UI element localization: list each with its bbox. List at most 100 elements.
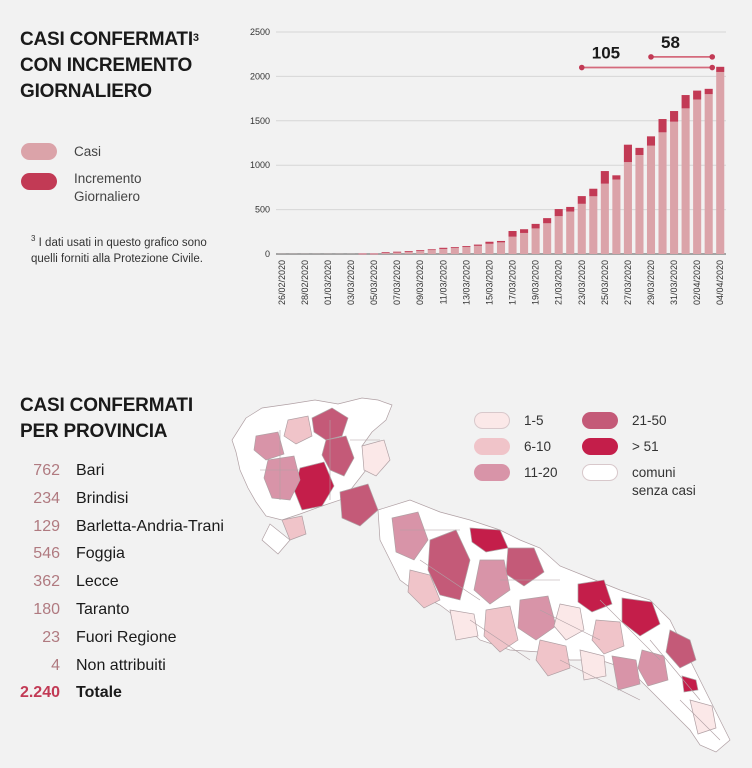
province-count: 180: [33, 601, 60, 618]
map-region: [637, 649, 669, 687]
bar-incremento: [473, 244, 482, 246]
province-name: Taranto: [76, 601, 130, 618]
map-region: [283, 415, 313, 445]
bar-casi: [473, 245, 482, 254]
map-region: [253, 431, 285, 461]
bar-casi: [404, 251, 413, 254]
map-region: [407, 569, 441, 609]
bar-casi: [566, 211, 575, 254]
footnote-text: I dati usati in questo grafico sono quel…: [31, 236, 207, 265]
map-legend-item: 11-20: [474, 464, 558, 482]
bar-incremento: [370, 253, 379, 255]
bar-incremento: [520, 229, 529, 233]
province-row: 546 Foggia: [0, 545, 300, 573]
bar-incremento: [496, 240, 506, 243]
map-region: [483, 605, 519, 653]
map-region: [689, 699, 717, 735]
map-legend-label: > 51: [632, 439, 659, 454]
y-tick-label: 0: [265, 249, 270, 259]
x-tick-label: 13/03/2020: [461, 260, 471, 305]
map-region: [321, 435, 355, 477]
footnote-marker: 3: [31, 234, 36, 243]
bar-incremento: [427, 249, 436, 251]
province-row: 762 Bari: [0, 462, 300, 490]
legend-item-casi: Casi: [21, 143, 194, 161]
bar-casi: [716, 71, 725, 255]
bar-incremento: [600, 171, 609, 184]
province-row: 129 Barletta-Andria-Trani: [0, 518, 300, 546]
bar-incremento: [531, 223, 540, 229]
province-name: Bari: [76, 462, 105, 479]
province-row: 180 Taranto: [0, 601, 300, 629]
bar-casi: [623, 162, 632, 254]
province-row: 362 Lecce: [0, 573, 300, 601]
x-tick-label: 02/04/2020: [692, 260, 702, 305]
bar-casi: [416, 250, 425, 254]
annotation-dot: [578, 64, 585, 71]
bar-incremento: [577, 196, 586, 204]
legend-label-incremento: Incremento Giornaliero: [74, 171, 142, 204]
x-tick-label: 31/03/2020: [669, 260, 679, 305]
x-tick-label: 07/03/2020: [392, 260, 402, 305]
x-tick-label: 09/03/2020: [415, 260, 425, 305]
footnote-ref: 3: [192, 32, 199, 44]
province-name: Foggia: [76, 545, 125, 563]
bar-incremento: [658, 119, 667, 133]
chart-title-line3: GIORNALIERO: [20, 81, 152, 102]
x-tick-label: 23/03/2020: [577, 260, 587, 305]
province-count: 4: [51, 656, 60, 674]
bar-incremento: [543, 218, 552, 224]
map-region: [577, 579, 613, 613]
bar-casi: [450, 248, 459, 254]
total-count: 2.240: [19, 684, 60, 702]
province-count: 546: [33, 545, 60, 563]
bar-casi: [600, 183, 609, 254]
province-title-line1: CASI CONFERMATI: [20, 395, 193, 416]
bar-incremento: [704, 88, 713, 95]
map-legend-swatch: [474, 412, 510, 429]
province-name: Fuori Regione: [76, 628, 177, 646]
bar-incremento: [693, 90, 702, 100]
x-tick-label: 03/03/2020: [346, 260, 356, 305]
province-row: 234 Brindisi: [0, 490, 300, 518]
map-legend-item: comuni senza casi: [582, 464, 712, 500]
bar-casi: [670, 121, 679, 254]
province-name: Non attribuiti: [76, 656, 166, 674]
annotation-dot: [709, 54, 716, 60]
footnote: 3 I dati usati in questo grafico sono qu…: [31, 231, 221, 267]
annotation-label: 105: [592, 44, 620, 63]
map-region: [579, 649, 607, 681]
bar-casi: [704, 94, 713, 254]
province-title-line2: PER PROVINCIA: [20, 421, 168, 442]
chart-title: CASI CONFERMATI3 CON INCREMENTO GIORNALI…: [20, 27, 230, 105]
bar-incremento: [612, 175, 621, 180]
province-title: CASI CONFERMATI PER PROVINCIA: [20, 393, 230, 445]
legend-swatch-incremento: [21, 173, 57, 190]
bar-incremento: [450, 247, 459, 249]
y-tick-label: 500: [255, 205, 270, 215]
bar-casi: [508, 236, 517, 254]
bar-casi: [658, 132, 667, 254]
x-tick-label: 26/02/2020: [277, 260, 287, 305]
x-tick-label: 04/04/2020: [715, 260, 725, 305]
bar-incremento: [508, 231, 517, 237]
annotation-label: 58: [661, 33, 680, 52]
map-region: [377, 499, 731, 753]
map-region: [665, 629, 697, 669]
bar-casi: [439, 248, 448, 254]
bar-casi: [612, 179, 621, 254]
map-region: [681, 675, 699, 693]
map-region: [469, 527, 509, 553]
y-tick-label: 1000: [250, 160, 270, 170]
bar-incremento: [681, 95, 690, 109]
map-legend-swatch: [582, 412, 618, 429]
bar-casi: [393, 252, 402, 254]
map-legend-label: 11-20: [524, 465, 558, 480]
map-legend-label: 6-10: [524, 439, 552, 454]
chart-title-line2: CON INCREMENTO: [20, 55, 193, 76]
province-total-row: 2.240 Totale: [0, 684, 300, 712]
y-tick-label: 1500: [250, 116, 270, 126]
province-row: 23 Fuori Regione: [0, 629, 300, 657]
map-region: [553, 603, 585, 641]
bar-casi: [646, 145, 656, 254]
